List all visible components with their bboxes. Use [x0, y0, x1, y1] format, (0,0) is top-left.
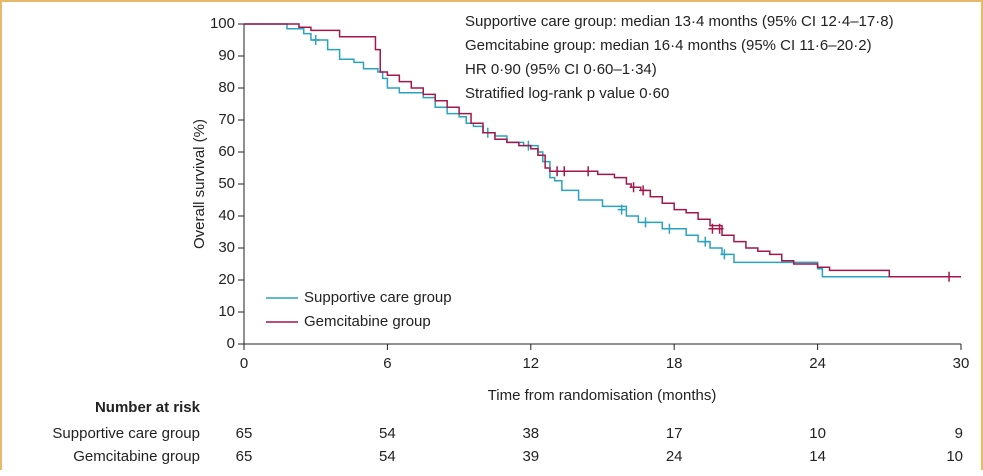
censor-mark	[629, 182, 638, 193]
censor-mark	[945, 271, 954, 282]
risk-count: 39	[522, 448, 539, 465]
survival-curve	[244, 23, 961, 278]
censor-mark	[708, 223, 717, 234]
x-axis-label: Time from randomisation (months)	[488, 387, 717, 404]
annotation: Gemcitabine group: median 16·4 months (9…	[465, 37, 872, 54]
censor-mark	[584, 166, 593, 177]
risk-count: 38	[522, 425, 539, 442]
risk-count: 14	[809, 448, 826, 465]
risk-row-label: Supportive care group	[52, 425, 200, 442]
survival-curve	[244, 23, 961, 278]
y-axis-label: Overall survival (%)	[191, 119, 208, 249]
risk-count: 17	[666, 425, 683, 442]
risk-row-label: Gemcitabine group	[73, 448, 200, 465]
risk-count: 65	[236, 425, 253, 442]
censor-mark	[311, 35, 320, 45]
y-tick-label: 70	[218, 111, 235, 128]
x-tick-label: 18	[666, 355, 683, 372]
risk-count: 24	[666, 448, 683, 465]
censor-mark	[715, 223, 724, 234]
legend-label: Gemcitabine group	[304, 313, 431, 330]
y-tick-label: 100	[210, 15, 235, 32]
censor-mark	[665, 223, 674, 234]
censor-mark	[641, 217, 650, 228]
y-tick-label: 40	[218, 207, 235, 224]
x-tick-label: 6	[383, 355, 391, 372]
y-tick-label: 10	[218, 303, 235, 320]
risk-count: 54	[379, 448, 396, 465]
censor-mark	[617, 204, 626, 215]
risk-count: 9	[955, 425, 963, 442]
censor-mark	[720, 249, 729, 260]
y-tick-label: 30	[218, 239, 235, 256]
risk-count: 54	[379, 425, 396, 442]
x-tick-label: 24	[809, 355, 826, 372]
y-tick-label: 90	[218, 47, 235, 64]
y-tick-label: 20	[218, 271, 235, 288]
annotation: Supportive care group: median 13·4 month…	[465, 13, 894, 30]
risk-count: 65	[236, 448, 253, 465]
y-tick-label: 50	[218, 175, 235, 192]
censor-mark	[553, 166, 562, 177]
annotation: HR 0·90 (95% CI 0·60–1·34)	[465, 61, 657, 78]
x-tick-label: 0	[240, 355, 248, 372]
censor-mark	[639, 185, 648, 196]
y-tick-label: 80	[218, 79, 235, 96]
x-tick-label: 30	[953, 355, 970, 372]
y-tick-label: 60	[218, 143, 235, 160]
legend-label: Supportive care group	[304, 289, 452, 306]
annotation: Stratified log-rank p value 0·60	[465, 85, 669, 102]
censor-mark	[701, 236, 710, 247]
risk-count: 10	[809, 425, 826, 442]
x-tick-label: 12	[522, 355, 539, 372]
risk-title: Number at risk	[95, 399, 201, 416]
censor-mark	[560, 166, 569, 177]
y-tick-label: 0	[227, 335, 235, 352]
risk-count: 10	[946, 448, 963, 465]
